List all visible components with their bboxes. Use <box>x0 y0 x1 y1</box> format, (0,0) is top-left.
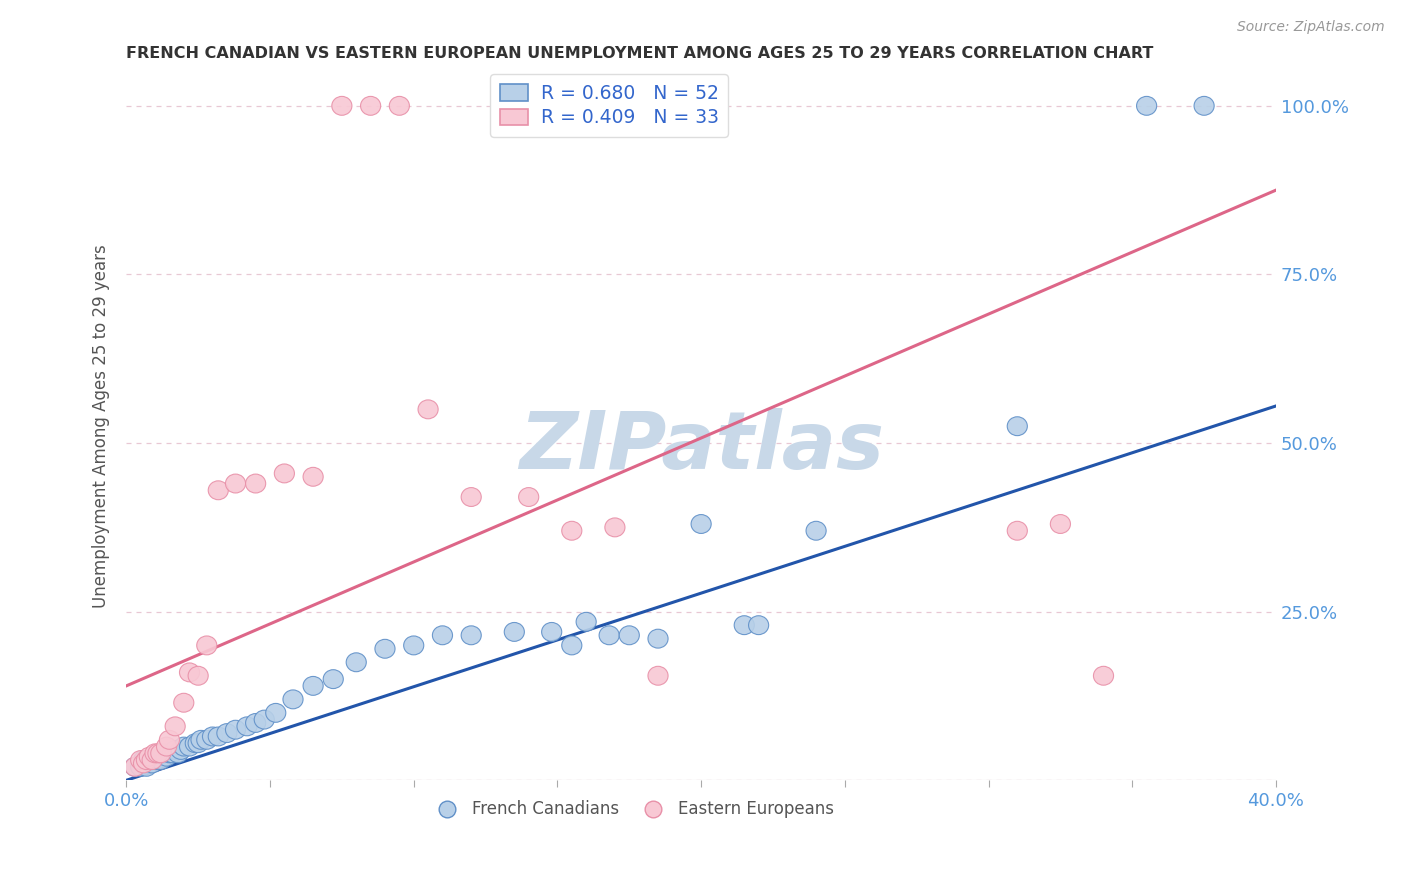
Ellipse shape <box>180 737 200 756</box>
Ellipse shape <box>806 521 827 541</box>
Ellipse shape <box>360 96 381 115</box>
Ellipse shape <box>238 717 257 736</box>
Ellipse shape <box>576 612 596 632</box>
Ellipse shape <box>599 626 619 645</box>
Ellipse shape <box>153 744 174 763</box>
Ellipse shape <box>136 751 156 770</box>
Ellipse shape <box>134 754 153 772</box>
Ellipse shape <box>274 464 294 483</box>
Ellipse shape <box>1194 96 1215 115</box>
Ellipse shape <box>156 747 177 766</box>
Legend: French Canadians, Eastern Europeans: French Canadians, Eastern Europeans <box>425 794 841 825</box>
Ellipse shape <box>148 744 167 763</box>
Ellipse shape <box>283 690 304 709</box>
Ellipse shape <box>172 740 191 759</box>
Ellipse shape <box>208 481 228 500</box>
Ellipse shape <box>156 737 177 756</box>
Ellipse shape <box>748 615 769 634</box>
Ellipse shape <box>136 757 156 776</box>
Ellipse shape <box>246 714 266 732</box>
Ellipse shape <box>165 740 186 759</box>
Ellipse shape <box>519 488 538 507</box>
Ellipse shape <box>461 626 481 645</box>
Ellipse shape <box>150 751 172 770</box>
Text: ZIPatlas: ZIPatlas <box>519 409 883 486</box>
Ellipse shape <box>375 640 395 658</box>
Ellipse shape <box>332 96 352 115</box>
Y-axis label: Unemployment Among Ages 25 to 29 years: Unemployment Among Ages 25 to 29 years <box>93 244 110 608</box>
Ellipse shape <box>186 734 205 753</box>
Ellipse shape <box>191 731 211 749</box>
Ellipse shape <box>433 626 453 645</box>
Ellipse shape <box>148 747 167 766</box>
Ellipse shape <box>165 717 186 736</box>
Text: FRENCH CANADIAN VS EASTERN EUROPEAN UNEMPLOYMENT AMONG AGES 25 TO 29 YEARS CORRE: FRENCH CANADIAN VS EASTERN EUROPEAN UNEM… <box>127 46 1154 62</box>
Ellipse shape <box>605 518 624 537</box>
Ellipse shape <box>142 754 162 772</box>
Ellipse shape <box>562 521 582 541</box>
Ellipse shape <box>159 731 180 749</box>
Ellipse shape <box>389 96 409 115</box>
Ellipse shape <box>162 744 183 763</box>
Ellipse shape <box>648 666 668 685</box>
Ellipse shape <box>225 474 246 493</box>
Ellipse shape <box>541 623 562 641</box>
Ellipse shape <box>197 636 217 655</box>
Ellipse shape <box>159 744 180 763</box>
Ellipse shape <box>692 515 711 533</box>
Ellipse shape <box>1094 666 1114 685</box>
Ellipse shape <box>304 467 323 486</box>
Ellipse shape <box>461 488 481 507</box>
Ellipse shape <box>180 663 200 681</box>
Ellipse shape <box>404 636 423 655</box>
Ellipse shape <box>418 400 439 418</box>
Ellipse shape <box>139 751 159 770</box>
Ellipse shape <box>734 615 754 634</box>
Ellipse shape <box>174 693 194 712</box>
Ellipse shape <box>254 710 274 729</box>
Ellipse shape <box>188 734 208 753</box>
Ellipse shape <box>174 737 194 756</box>
Ellipse shape <box>346 653 367 672</box>
Ellipse shape <box>150 744 172 763</box>
Ellipse shape <box>648 629 668 648</box>
Ellipse shape <box>1136 96 1157 115</box>
Ellipse shape <box>125 757 145 776</box>
Ellipse shape <box>134 751 153 770</box>
Ellipse shape <box>304 676 323 696</box>
Ellipse shape <box>142 751 162 770</box>
Ellipse shape <box>323 670 343 689</box>
Ellipse shape <box>1007 417 1028 435</box>
Ellipse shape <box>562 636 582 655</box>
Ellipse shape <box>266 704 285 723</box>
Ellipse shape <box>131 757 150 776</box>
Ellipse shape <box>619 626 640 645</box>
Ellipse shape <box>225 720 246 739</box>
Ellipse shape <box>202 727 222 746</box>
Ellipse shape <box>139 747 159 766</box>
Ellipse shape <box>208 727 228 746</box>
Ellipse shape <box>131 751 150 770</box>
Ellipse shape <box>1007 521 1028 541</box>
Ellipse shape <box>217 723 238 742</box>
Ellipse shape <box>125 757 145 776</box>
Ellipse shape <box>188 666 208 685</box>
Ellipse shape <box>167 744 188 763</box>
Ellipse shape <box>197 731 217 749</box>
Ellipse shape <box>1050 515 1070 533</box>
Text: Source: ZipAtlas.com: Source: ZipAtlas.com <box>1237 20 1385 34</box>
Ellipse shape <box>246 474 266 493</box>
Ellipse shape <box>145 751 165 770</box>
Ellipse shape <box>145 744 165 763</box>
Ellipse shape <box>505 623 524 641</box>
